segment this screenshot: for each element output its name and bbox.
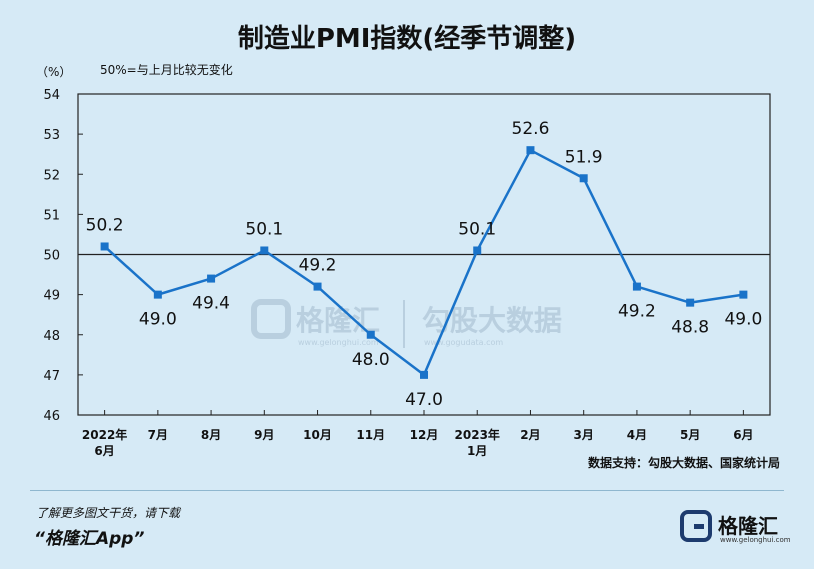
x-tick-label: 8月 (201, 428, 221, 442)
footer-divider (30, 490, 784, 491)
x-tick-label: 7月 (148, 428, 168, 442)
x-tick-label: 6月 (733, 428, 753, 442)
chart-title: 制造业PMI指数(经季节调整) (237, 24, 577, 54)
y-tick-label: 52 (43, 168, 60, 183)
data-point (207, 274, 216, 283)
watermark-brand-url: www.gelonghui.com (298, 338, 379, 347)
data-label: 49.2 (299, 256, 337, 276)
data-point (313, 282, 322, 291)
chart-note: 50%=与上月比较无变化 (100, 62, 233, 77)
data-source-note: 数据支持：勾股大数据、国家统计局 (587, 456, 780, 470)
x-tick-label: 4月 (627, 428, 647, 442)
data-label: 50.2 (86, 215, 124, 235)
data-label: 50.1 (245, 219, 283, 239)
data-label: 52.6 (512, 119, 550, 139)
data-label: 50.1 (458, 219, 496, 239)
data-label: 48.8 (671, 318, 709, 338)
x-tick-label: 6月 (94, 444, 114, 458)
data-label: 51.9 (565, 147, 603, 167)
y-tick-label: 50 (43, 249, 60, 264)
data-point (686, 298, 695, 307)
x-tick-label: 5月 (680, 428, 700, 442)
data-label: 49.0 (724, 310, 762, 330)
y-tick-label: 53 (43, 128, 60, 143)
data-point (100, 242, 109, 251)
watermark-logo-icon (251, 299, 291, 339)
data-point (739, 290, 748, 299)
promo-text: 了解更多图文干货，请下载 (36, 506, 181, 520)
data-point (526, 146, 535, 155)
data-label: 49.0 (139, 310, 177, 330)
y-tick-label: 48 (43, 329, 60, 344)
data-point (153, 290, 162, 299)
y-tick-label: 46 (43, 409, 60, 424)
brand-url: www.gelonghui.com (720, 536, 791, 544)
pmi-line-chart: 格隆汇www.gelonghui.com勾股大数据www.gogudata.co… (36, 62, 771, 458)
data-label: 48.0 (352, 350, 390, 370)
x-tick-label: 10月 (303, 428, 332, 442)
y-tick-label: 49 (43, 289, 60, 304)
watermark-data-url: www.gogudata.com (424, 338, 503, 347)
x-tick-label: 1月 (467, 444, 487, 458)
x-tick-label: 2月 (520, 428, 540, 442)
data-point (366, 330, 375, 339)
y-tick-label: 54 (43, 88, 60, 103)
data-label: 47.0 (405, 390, 443, 410)
data-point (260, 246, 269, 255)
data-point (632, 282, 641, 291)
data-label: 49.2 (618, 302, 656, 322)
x-tick-label: 3月 (574, 428, 594, 442)
data-point (473, 246, 482, 255)
watermark-data-brand: 勾股大数据 (422, 304, 562, 337)
x-tick-label: 11月 (356, 428, 385, 442)
gelonghui-logo-icon (680, 510, 712, 542)
brand-name: 格隆汇 (718, 514, 778, 538)
x-tick-label: 2022年 (82, 427, 127, 442)
data-label: 49.4 (192, 294, 230, 314)
x-tick-label: 9月 (254, 428, 274, 442)
y-axis-unit: （%） (36, 65, 71, 79)
promo-app-name: “格隆汇App” (34, 529, 145, 549)
brand-logo: 格隆汇 www.gelonghui.com (680, 508, 791, 548)
x-tick-label: 12月 (410, 428, 439, 442)
y-tick-label: 47 (43, 369, 60, 384)
y-tick-label: 51 (43, 208, 60, 223)
data-point (579, 174, 588, 183)
x-tick-label: 2023年 (455, 427, 500, 442)
data-point (420, 370, 428, 379)
